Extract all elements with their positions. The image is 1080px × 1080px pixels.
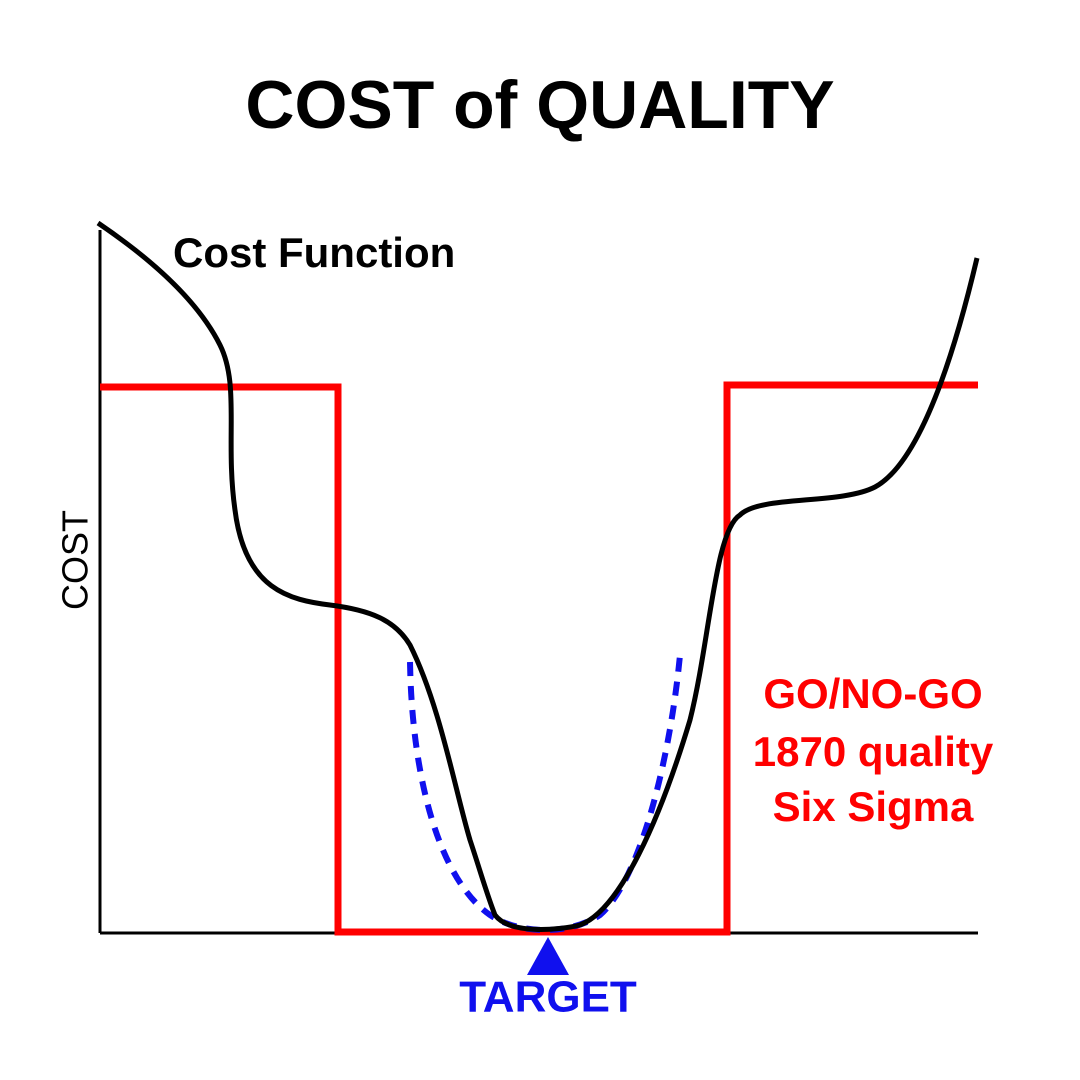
target-label: TARGET	[459, 973, 637, 1022]
limit-label: Six Sigma	[773, 783, 974, 830]
target-marker	[527, 937, 569, 975]
limit-label: GO/NO-GO	[763, 670, 982, 717]
curve-label: Cost Function	[173, 229, 455, 276]
y-axis-label: COST	[55, 510, 96, 610]
limit-label: 1870 quality	[753, 728, 994, 775]
cost-function-curve	[96, 220, 980, 932]
title: COST of QUALITY	[245, 67, 834, 143]
quadratic-loss-curve	[407, 654, 683, 933]
